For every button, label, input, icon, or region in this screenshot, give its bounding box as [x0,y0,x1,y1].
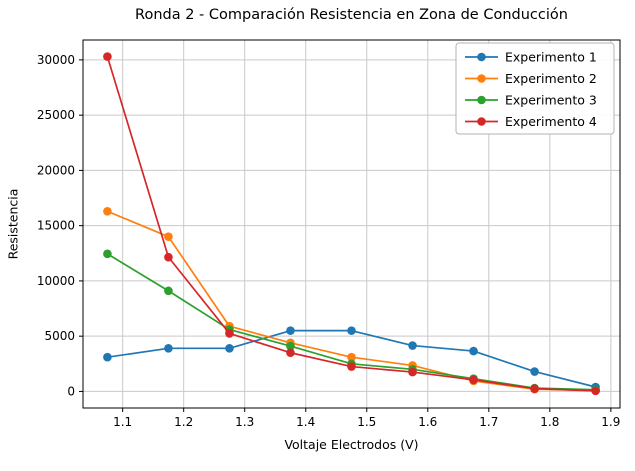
x-tick-label: 1.2 [174,415,193,429]
series-marker-4 [347,362,356,371]
legend-label: Experimento 1 [505,50,597,65]
series-marker-1 [103,352,112,362]
series-marker-1 [164,344,173,353]
y-tick-label: 10000 [37,274,75,288]
y-tick-label: 15000 [37,219,75,233]
series-marker-4 [469,375,478,385]
series-marker-4 [591,386,600,396]
x-tick-label: 1.7 [479,415,498,429]
legend-box [455,42,615,135]
x-tick-label: 1.8 [540,415,559,429]
series-marker-3 [286,341,295,351]
legend-label: Experimento 2 [505,71,597,86]
series-marker-2 [103,206,112,216]
series-marker-2 [164,232,173,242]
y-tick-label: 20000 [37,163,75,177]
series-marker-2 [347,352,356,362]
series-marker-3 [103,249,112,259]
series-marker-1 [408,341,417,350]
series-marker-1 [347,326,356,335]
series-marker-4 [286,348,295,358]
y-tick-label: 30000 [37,53,75,67]
x-tick-label: 1.5 [357,415,376,429]
plot-border [82,39,621,409]
series-marker-1 [225,344,234,353]
y-axis-label: Resistencia [5,188,21,260]
x-tick-label: 1.1 [113,415,132,429]
legend-label: Experimento 4 [505,114,597,129]
legend-label: Experimento 3 [505,93,597,108]
series-marker-4 [530,384,539,393]
series-marker-3 [164,286,173,296]
x-tick-label: 1.9 [601,415,620,429]
x-tick-label: 1.6 [418,415,437,429]
x-axis-label: Voltaje Electrodos (V) [284,437,419,452]
y-tick-label: 5000 [44,329,75,343]
y-tick-label: 25000 [37,108,75,122]
series-marker-4 [164,252,173,262]
series-marker-4 [225,329,234,338]
legend-marker [477,95,486,105]
legend-marker [477,52,486,62]
legend-marker [477,74,486,83]
x-tick-label: 1.3 [235,415,254,429]
series-marker-1 [286,326,295,335]
y-tick-label: 0 [67,384,75,398]
legend-marker [477,117,486,126]
x-tick-label: 1.4 [296,415,315,429]
series-marker-4 [408,367,417,377]
chart-title: Ronda 2 - Comparación Resistencia en Zon… [135,7,568,23]
series-marker-4 [103,52,112,61]
series-marker-1 [530,367,539,376]
series-marker-1 [469,346,478,356]
